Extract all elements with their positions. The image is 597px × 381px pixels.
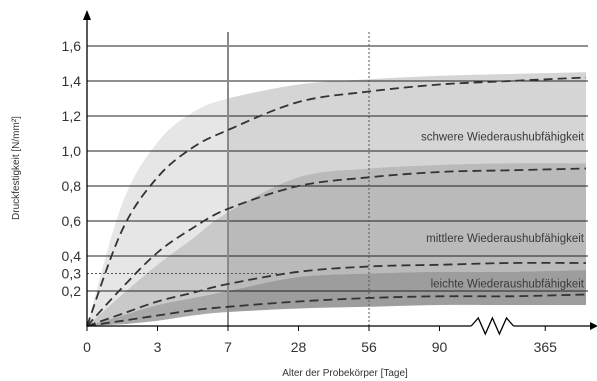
band-overlay [228, 72, 586, 213]
y-axis-arrow [83, 10, 91, 20]
band-label: mittlere Wiederaushubfähigkeit [426, 233, 585, 245]
tick-labels: 0,20,3 0,4 0,6 0,8 1,0 1,2 1,4 1,6 0 3 7 28 56 90 365 [62, 38, 558, 355]
band-light [87, 72, 586, 326]
y-tick-label: 0,8 [62, 178, 82, 194]
band-label: leichte Wiederaushubfähigkeit [431, 279, 585, 291]
series-curve-4 [86, 293, 587, 327]
x-tick-label: 56 [361, 339, 377, 355]
x-tick-label: 7 [224, 339, 232, 355]
series-curve-3 [86, 261, 587, 327]
y-tick-label: 1,2 [62, 108, 82, 124]
x-tick-label: 90 [432, 339, 448, 355]
y-tick-label: 1,0 [62, 143, 82, 159]
x-axis-label: Alter der Probekörper [Tage] [282, 368, 408, 379]
band-label: schwere Wiederaushubfähigkeit [421, 132, 585, 144]
y-tick-label: 1,4 [62, 73, 82, 89]
y-tick-label: 0,2 [62, 283, 82, 299]
x-tick-label: 28 [291, 339, 307, 355]
reference-lines [87, 32, 370, 326]
band-medium [87, 163, 586, 326]
band-dark [87, 270, 586, 326]
axis-layer [83, 10, 597, 336]
x-tick-label: 0 [83, 339, 91, 355]
y-tick-label: 1,6 [62, 38, 82, 54]
y-tick-label: 0,6 [62, 213, 82, 229]
y-tick-label: 0,4 [62, 248, 82, 264]
series-curve-1 [86, 76, 587, 327]
x-axis-break [470, 316, 515, 336]
series-layer [86, 76, 587, 327]
band-labels: schwere Wiederaushubfähigkeit mittlere Wi… [421, 132, 585, 291]
x-tick-label: 365 [534, 339, 558, 355]
x-tick-label: 3 [154, 339, 162, 355]
y-axis-label: Druckfestigkeit [N/mm²] [11, 116, 22, 220]
series-curve-2 [86, 167, 587, 327]
x-axis-arrow [590, 322, 597, 330]
y-tick-label: 0,3 [62, 266, 82, 282]
band-overlay [228, 163, 586, 291]
